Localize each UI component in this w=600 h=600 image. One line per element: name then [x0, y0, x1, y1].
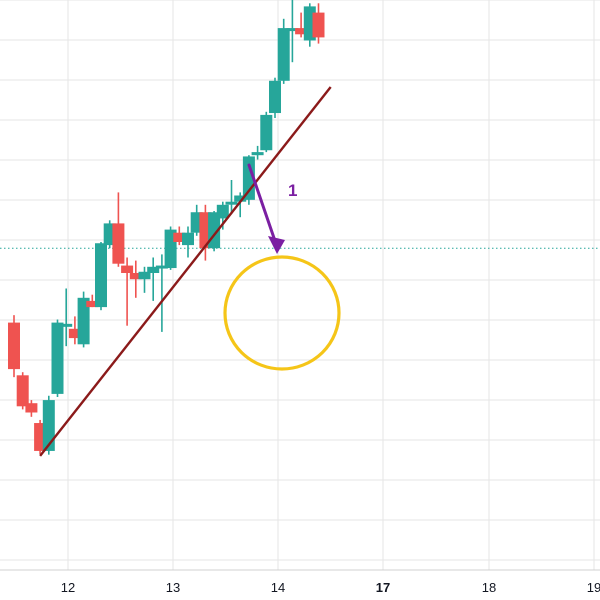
candle — [286, 0, 299, 63]
candle — [182, 226, 194, 258]
candle — [269, 77, 281, 118]
candle-body — [269, 80, 281, 114]
candle — [68, 316, 81, 345]
candle-body — [182, 232, 194, 246]
candle — [242, 155, 255, 205]
candle — [295, 12, 308, 38]
candle-body — [173, 232, 186, 242]
candle — [60, 288, 73, 347]
candle-body — [286, 28, 299, 32]
candle — [8, 315, 20, 378]
annotation-label-1: 1 — [288, 181, 297, 200]
candle — [251, 145, 264, 160]
arrow-shaft — [247, 163, 276, 240]
x-tick-label: 19 — [587, 580, 600, 595]
candle — [312, 3, 325, 44]
candle-body — [42, 400, 55, 451]
candle — [51, 319, 64, 397]
highlight-circle — [223, 255, 341, 371]
x-tick-label: 17 — [376, 580, 390, 595]
candle — [86, 294, 99, 308]
grid — [0, 0, 600, 570]
candle — [77, 291, 90, 348]
candle — [173, 226, 186, 246]
candle-body — [60, 323, 73, 327]
candle-body — [16, 375, 29, 407]
candles — [8, 0, 325, 455]
candle-body — [8, 322, 20, 370]
x-tick-label: 12 — [61, 580, 75, 595]
candle-body — [260, 114, 273, 151]
candle-body — [129, 273, 142, 280]
candle-body — [155, 265, 168, 269]
candle-body — [86, 300, 99, 308]
candle — [234, 192, 247, 218]
candle — [138, 266, 151, 293]
x-tick-label: 14 — [271, 580, 285, 595]
candle — [147, 257, 160, 301]
x-tick-label: 13 — [166, 580, 180, 595]
candle-body — [312, 12, 325, 38]
trendline — [39, 86, 332, 457]
candle — [129, 260, 142, 298]
candle-body — [277, 28, 290, 81]
candle — [260, 111, 273, 153]
candle — [121, 257, 134, 326]
candle-body — [51, 322, 64, 394]
candle — [225, 180, 238, 215]
candle — [155, 254, 168, 332]
candle-body — [138, 271, 151, 280]
candle — [277, 18, 290, 84]
candle-body — [295, 28, 308, 35]
candle — [25, 400, 38, 417]
candle-body — [216, 204, 229, 219]
candle-body — [234, 195, 247, 202]
candle-body — [25, 403, 38, 413]
candle — [16, 372, 29, 410]
x-tick-label: 18 — [482, 580, 496, 595]
candle-body — [242, 156, 255, 200]
candle — [112, 192, 125, 267]
x-axis-ticks: 12 13 14 17 18 19 — [61, 580, 600, 595]
candle-body — [112, 223, 125, 264]
arrow-head — [268, 236, 285, 254]
candle-body — [95, 243, 107, 308]
candle-body — [225, 201, 238, 205]
annotation-arrow — [247, 163, 285, 254]
candle-body — [77, 297, 90, 345]
candle-body — [121, 265, 134, 273]
candle-body — [147, 266, 160, 273]
candle-body — [68, 328, 81, 339]
candle-body — [251, 152, 264, 156]
candle — [95, 242, 107, 311]
